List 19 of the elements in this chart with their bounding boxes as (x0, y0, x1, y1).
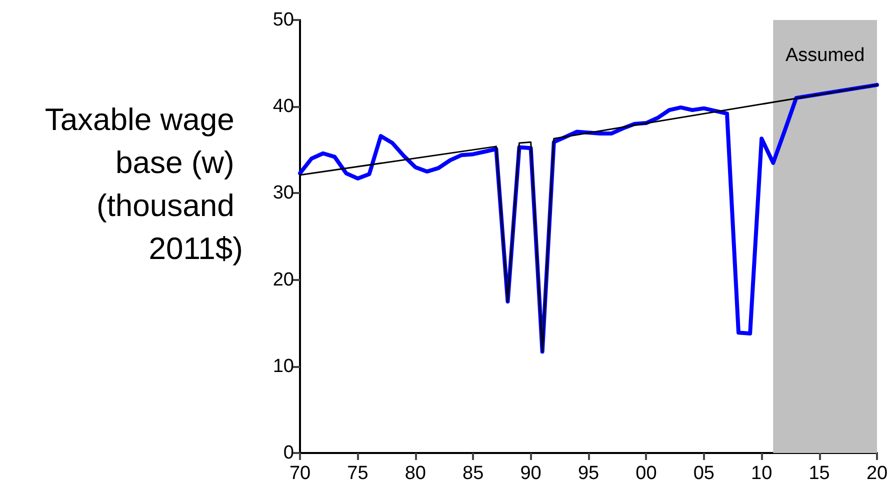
x-tick-label: 75 (347, 463, 368, 484)
x-tick-label: 70 (289, 463, 311, 484)
y-tick-label: 10 (272, 356, 294, 377)
x-tick-label: 00 (636, 463, 657, 484)
y-tick-label: 50 (272, 10, 294, 30)
y-tick-label: 40 (272, 96, 294, 118)
x-tick-label: 10 (751, 463, 772, 484)
y-tick-label: 20 (272, 269, 294, 290)
y-axis-title: Taxable wage base (w) (thousand 2011$) (44, 102, 243, 266)
x-tick-label: 80 (404, 463, 426, 484)
y-tick-label: 0 (283, 442, 294, 464)
x-tick-label: 15 (808, 463, 830, 484)
x-tick-label: 05 (693, 463, 714, 484)
band-label: Assumed (785, 45, 865, 66)
x-tick-label: 85 (462, 463, 484, 484)
x-tick-label: 20 (866, 463, 888, 484)
y-tick-label: 30 (272, 182, 294, 204)
x-tick-label: 90 (520, 463, 542, 484)
x-tick-label: 95 (578, 463, 600, 484)
